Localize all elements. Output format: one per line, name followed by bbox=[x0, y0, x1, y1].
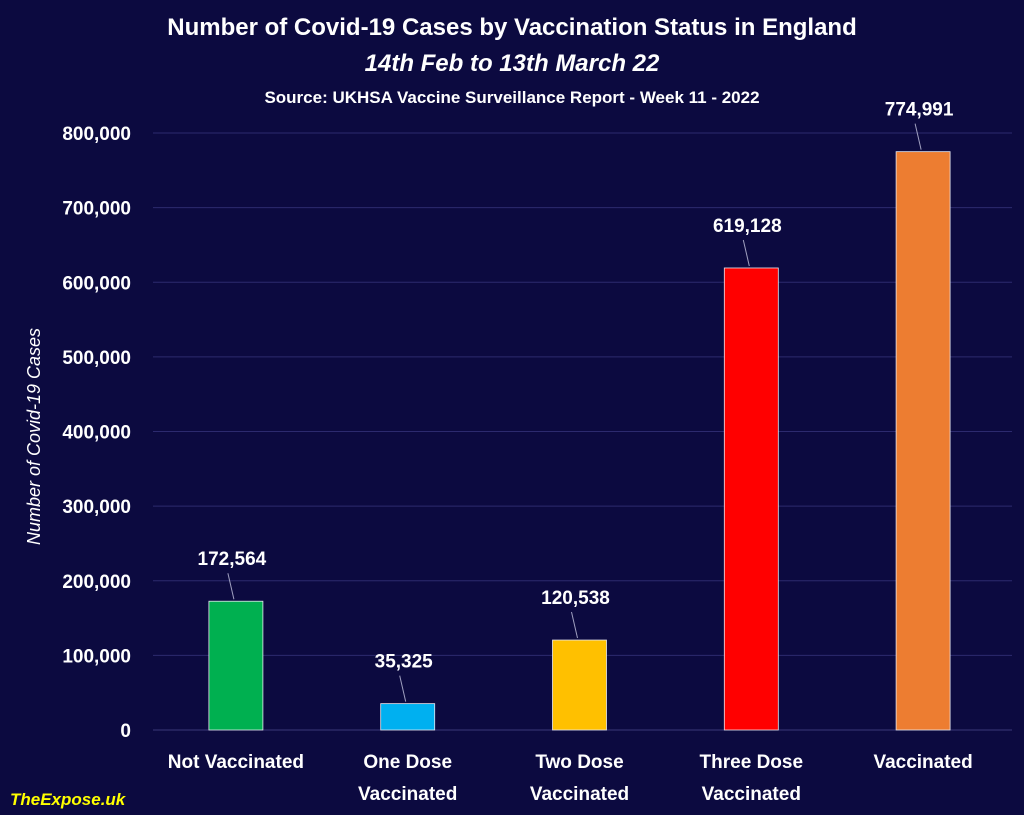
y-tick-label: 0 bbox=[120, 721, 131, 742]
data-label: 120,538 bbox=[541, 588, 610, 609]
chart-source: Source: UKHSA Vaccine Surveillance Repor… bbox=[264, 88, 760, 107]
y-tick-label: 700,000 bbox=[62, 199, 131, 220]
y-tick-label: 300,000 bbox=[62, 497, 131, 518]
bar bbox=[208, 600, 264, 731]
data-label: 619,128 bbox=[713, 216, 782, 237]
data-label-leader bbox=[571, 611, 578, 639]
y-tick-label: 400,000 bbox=[62, 423, 131, 444]
x-tick-label: One Dose bbox=[363, 752, 452, 773]
y-tick-label: 100,000 bbox=[62, 646, 131, 667]
bar bbox=[380, 703, 436, 731]
x-tick-label: Vaccinated bbox=[702, 784, 801, 805]
data-label-leader bbox=[227, 573, 235, 600]
y-tick-label: 600,000 bbox=[62, 273, 131, 294]
bar bbox=[723, 267, 779, 731]
x-tick-label: Three Dose bbox=[700, 752, 803, 773]
data-label: 35,325 bbox=[375, 652, 434, 673]
data-label-leader bbox=[914, 123, 922, 150]
y-tick-label: 500,000 bbox=[62, 348, 131, 369]
y-tick-label: 800,000 bbox=[62, 124, 131, 145]
data-label: 774,991 bbox=[885, 100, 954, 121]
x-tick-label: Vaccinated bbox=[873, 752, 972, 773]
watermark: TheExpose.uk bbox=[10, 790, 126, 809]
chart-subtitle: 14th Feb to 13th March 22 bbox=[364, 50, 660, 77]
x-tick-label: Two Dose bbox=[535, 752, 623, 773]
y-tick-label: 200,000 bbox=[62, 572, 131, 593]
chart-title: Number of Covid-19 Cases by Vaccination … bbox=[167, 14, 857, 41]
bar bbox=[895, 151, 951, 731]
x-tick-label: Vaccinated bbox=[358, 784, 457, 805]
x-tick-label: Not Vaccinated bbox=[168, 752, 304, 773]
x-tick-label: Vaccinated bbox=[530, 784, 629, 805]
data-label-leader bbox=[742, 239, 750, 267]
data-label-leader bbox=[399, 675, 407, 702]
data-label: 172,564 bbox=[198, 549, 267, 570]
y-axis-title: Number of Covid-19 Cases bbox=[24, 328, 44, 545]
bar bbox=[552, 639, 607, 731]
